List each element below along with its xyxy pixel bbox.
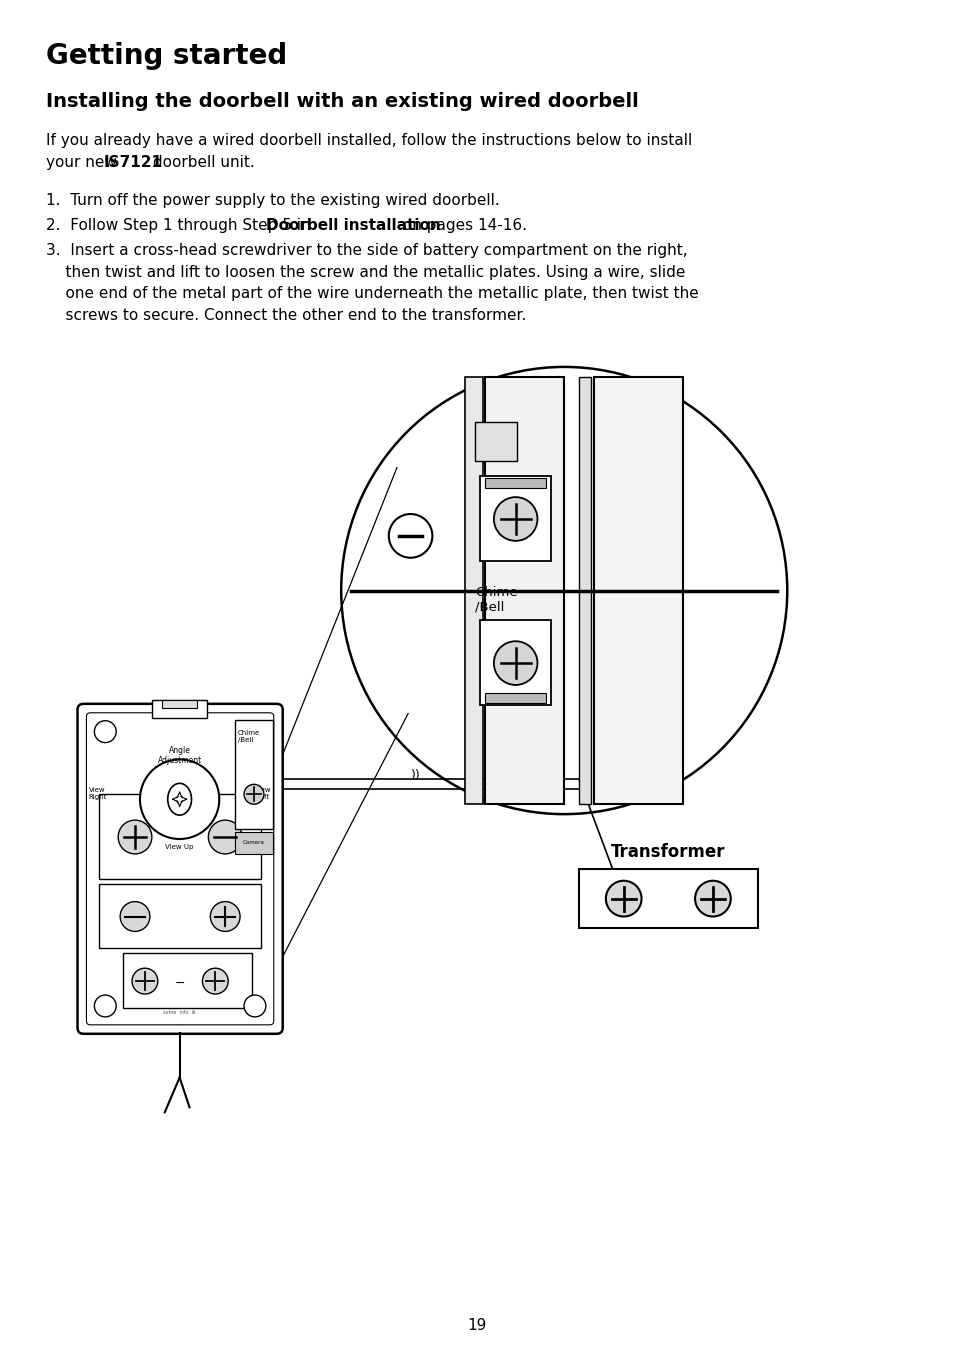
Bar — [234, 833, 273, 854]
Circle shape — [244, 784, 264, 804]
Circle shape — [202, 968, 228, 994]
Text: your new: your new — [46, 156, 121, 171]
Text: 19: 19 — [467, 1319, 486, 1334]
Text: Getting started: Getting started — [46, 42, 287, 70]
Text: Installing the doorbell with an existing wired doorbell: Installing the doorbell with an existing… — [46, 92, 638, 111]
Bar — [484, 478, 546, 489]
Ellipse shape — [168, 784, 192, 815]
Text: Transformer: Transformer — [611, 842, 725, 861]
FancyBboxPatch shape — [87, 712, 274, 1025]
Circle shape — [494, 642, 537, 685]
Circle shape — [210, 902, 240, 932]
Text: 3.  Insert a cross-head screwdriver to the side of battery compartment on the ri: 3. Insert a cross-head screwdriver to th… — [46, 242, 687, 257]
Text: Chime
/Bell: Chime /Bell — [475, 585, 517, 613]
Text: View Up: View Up — [165, 844, 193, 850]
Circle shape — [605, 880, 640, 917]
Text: Camera: Camera — [243, 841, 265, 845]
Bar — [484, 693, 546, 703]
Text: doorbell unit.: doorbell unit. — [148, 156, 254, 171]
Text: −: − — [174, 976, 185, 990]
Text: If you already have a wired doorbell installed, follow the instructions below to: If you already have a wired doorbell ins… — [46, 133, 691, 149]
Bar — [234, 720, 273, 829]
Text: 1.  Turn off the power supply to the existing wired doorbell.: 1. Turn off the power supply to the exis… — [46, 194, 499, 209]
Bar — [162, 700, 197, 708]
Text: View
Left: View Left — [254, 787, 271, 800]
Bar — [465, 376, 482, 804]
Text: Doorbell installation: Doorbell installation — [266, 218, 440, 233]
Bar — [99, 884, 260, 948]
Circle shape — [94, 995, 116, 1017]
Bar — [479, 477, 551, 561]
Text: IS7121: IS7121 — [103, 156, 162, 171]
Circle shape — [132, 968, 157, 994]
Text: View
Right: View Right — [88, 787, 107, 800]
Bar — [578, 376, 590, 804]
Bar — [475, 421, 517, 462]
Text: some  info  ⊕: some info ⊕ — [163, 1010, 195, 1016]
Text: 2.  Follow Step 1 through Step 5 in: 2. Follow Step 1 through Step 5 in — [46, 218, 315, 233]
Bar — [594, 376, 682, 804]
Circle shape — [389, 515, 432, 558]
FancyBboxPatch shape — [77, 704, 282, 1034]
Text: Chime
/Bell: Chime /Bell — [238, 730, 260, 743]
Circle shape — [94, 720, 116, 742]
Bar — [152, 700, 207, 718]
Bar — [578, 869, 757, 929]
Circle shape — [208, 821, 242, 854]
Circle shape — [494, 497, 537, 540]
Text: then twist and lift to loosen the screw and the metallic plates. Using a wire, s: then twist and lift to loosen the screw … — [46, 264, 684, 279]
Text: on pages 14-16.: on pages 14-16. — [397, 218, 526, 233]
Circle shape — [118, 821, 152, 854]
Bar — [479, 620, 551, 705]
Circle shape — [244, 995, 266, 1017]
Circle shape — [140, 760, 219, 839]
Text: )): )) — [411, 769, 420, 781]
Bar — [99, 795, 260, 879]
Bar — [484, 376, 563, 804]
Text: Angle
Adjustment: Angle Adjustment — [157, 746, 201, 765]
Circle shape — [120, 902, 150, 932]
Text: screws to secure. Connect the other end to the transformer.: screws to secure. Connect the other end … — [46, 309, 526, 324]
Circle shape — [695, 880, 730, 917]
Circle shape — [244, 720, 266, 742]
Bar — [123, 953, 252, 1007]
Text: one end of the metal part of the wire underneath the metallic plate, then twist : one end of the metal part of the wire un… — [46, 287, 698, 302]
